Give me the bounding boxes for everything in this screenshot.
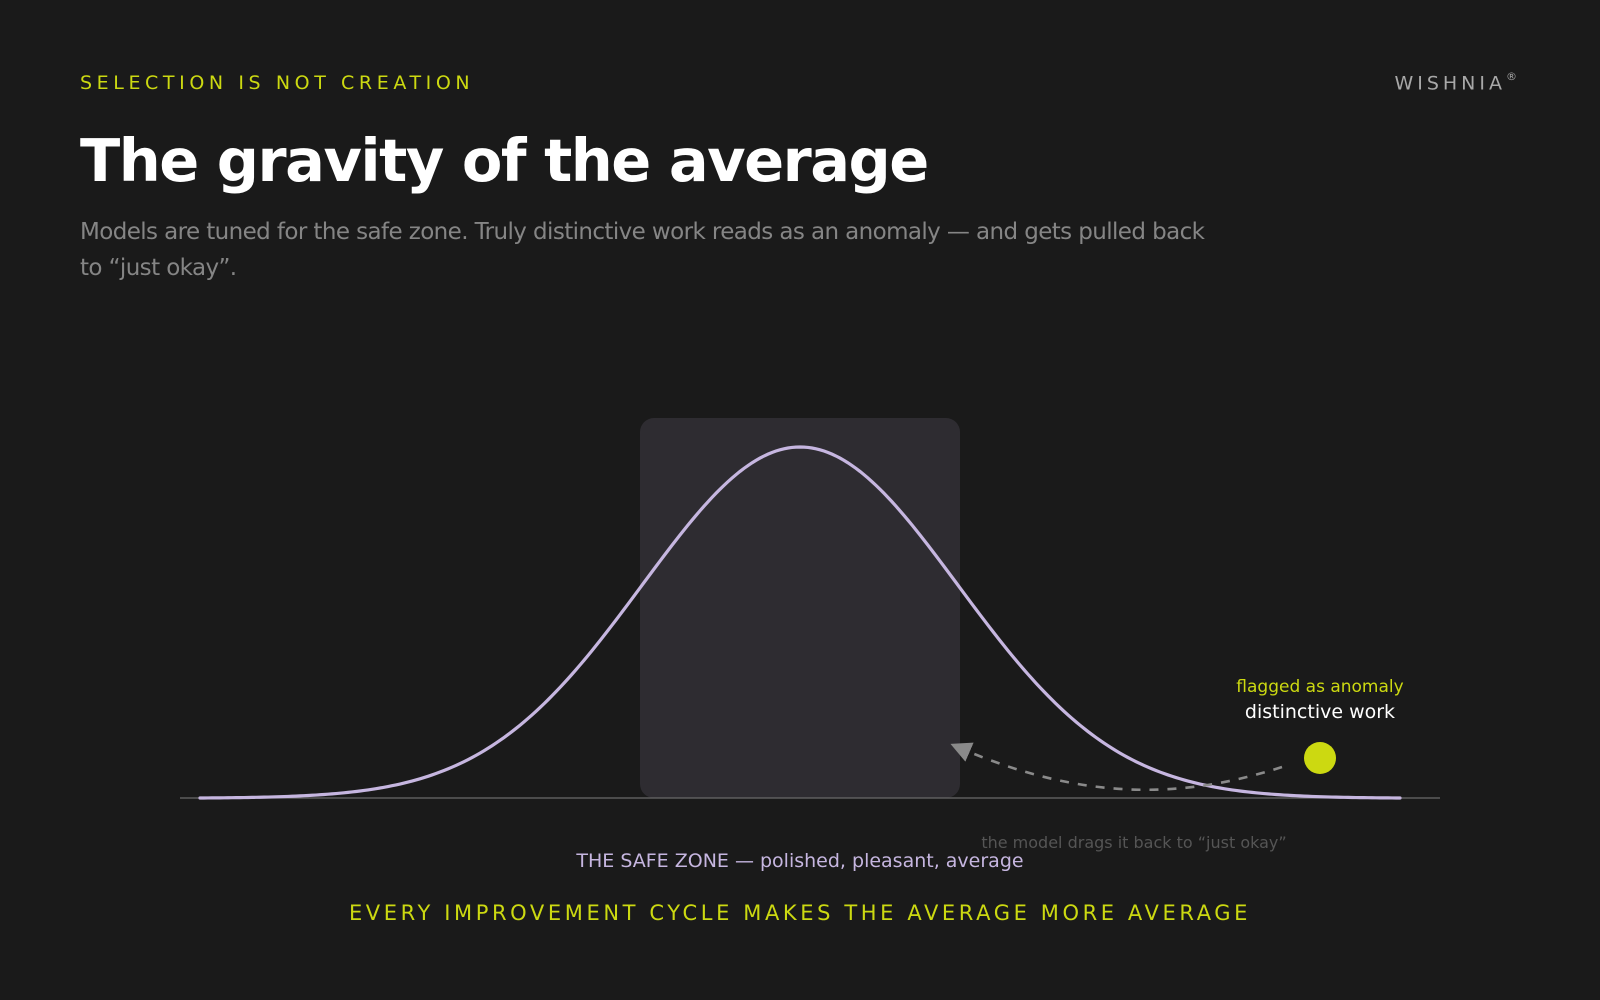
brand-name: WISHNIA: [1394, 72, 1506, 95]
safe-zone-label: THE SAFE ZONE — polished, pleasant, aver…: [575, 850, 1023, 872]
distinctive-work-point: [1304, 742, 1336, 774]
distinctive-work-label: distinctive work: [1245, 701, 1395, 723]
safe-zone-region: [640, 418, 960, 798]
eyebrow-label: SELECTION IS NOT CREATION: [80, 72, 475, 94]
bell-curve-line: [198, 445, 1402, 800]
drag-back-arrow: [950, 742, 1283, 792]
footer-tagline: EVERY IMPROVEMENT CYCLE MAKES THE AVERAG…: [348, 901, 1252, 925]
page-title: The gravity of the average: [80, 126, 929, 195]
anomaly-label: flagged as anomaly: [1236, 677, 1403, 697]
registered-mark: ®: [1506, 70, 1517, 83]
page-subtitle: Models are tuned for the safe zone. Trul…: [80, 219, 1205, 281]
drag-back-label: the model drags it back to “just okay”: [981, 833, 1286, 852]
brand-logo: WISHNIA®: [1394, 70, 1517, 95]
